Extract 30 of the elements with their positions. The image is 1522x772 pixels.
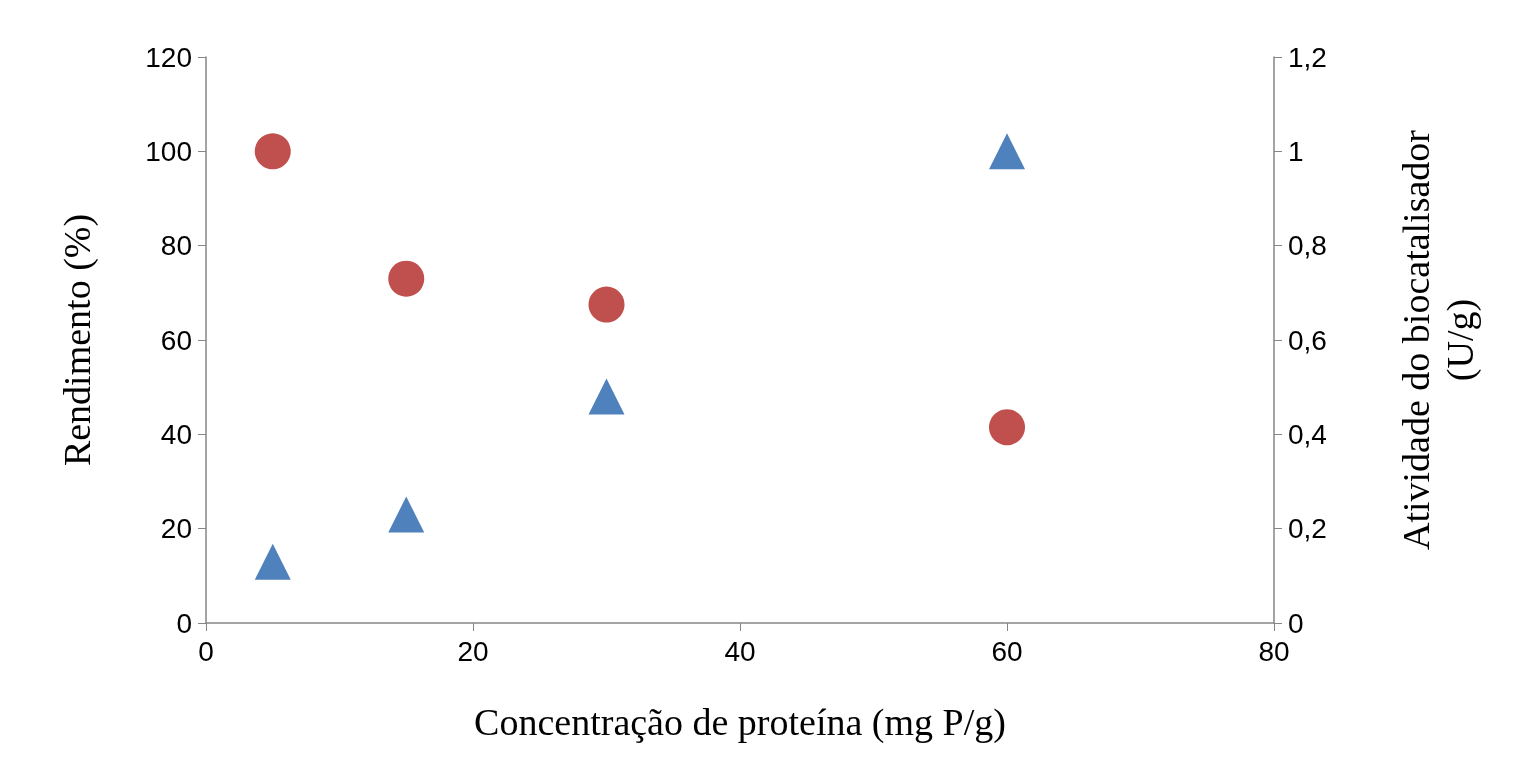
y-tick-label: 40 [160, 418, 192, 450]
point [588, 286, 625, 323]
x-tick-label: 40 [724, 635, 756, 667]
y2-tick-label: 0,6 [1288, 324, 1327, 356]
point [989, 409, 1025, 446]
y-tick-label: 80 [160, 230, 192, 262]
x-tick-label: 0 [198, 635, 214, 667]
y-tick-label: 100 [145, 135, 192, 167]
y2-tick-label: 0,8 [1288, 230, 1327, 262]
x-tick-label: 60 [991, 635, 1023, 667]
point [254, 543, 291, 580]
y2-axis-title: Atividade do biocatalisador (U/g) [1395, 129, 1482, 550]
y2-tick-label: 0,2 [1288, 513, 1327, 545]
y2-tick-label: 0,4 [1288, 418, 1327, 450]
point [588, 378, 625, 415]
x-tick-label: 80 [1258, 635, 1290, 667]
y2-tick-label: 0 [1288, 607, 1304, 639]
y2-tick-label: 1 [1288, 135, 1304, 167]
point [388, 260, 425, 297]
point [388, 496, 425, 533]
x-axis-title: Concentração de proteína (mg P/g) [474, 701, 1006, 744]
point [989, 133, 1025, 170]
y-tick-label: 20 [160, 513, 192, 545]
y-axis-title: Rendimento (%) [56, 213, 99, 467]
y-tick-label: 60 [160, 324, 192, 356]
x-tick-label: 20 [457, 635, 489, 667]
y2-tick-label: 1,2 [1288, 41, 1327, 73]
y-tick-label: 120 [145, 41, 192, 73]
point [254, 133, 291, 170]
y-tick-label: 0 [176, 607, 192, 639]
